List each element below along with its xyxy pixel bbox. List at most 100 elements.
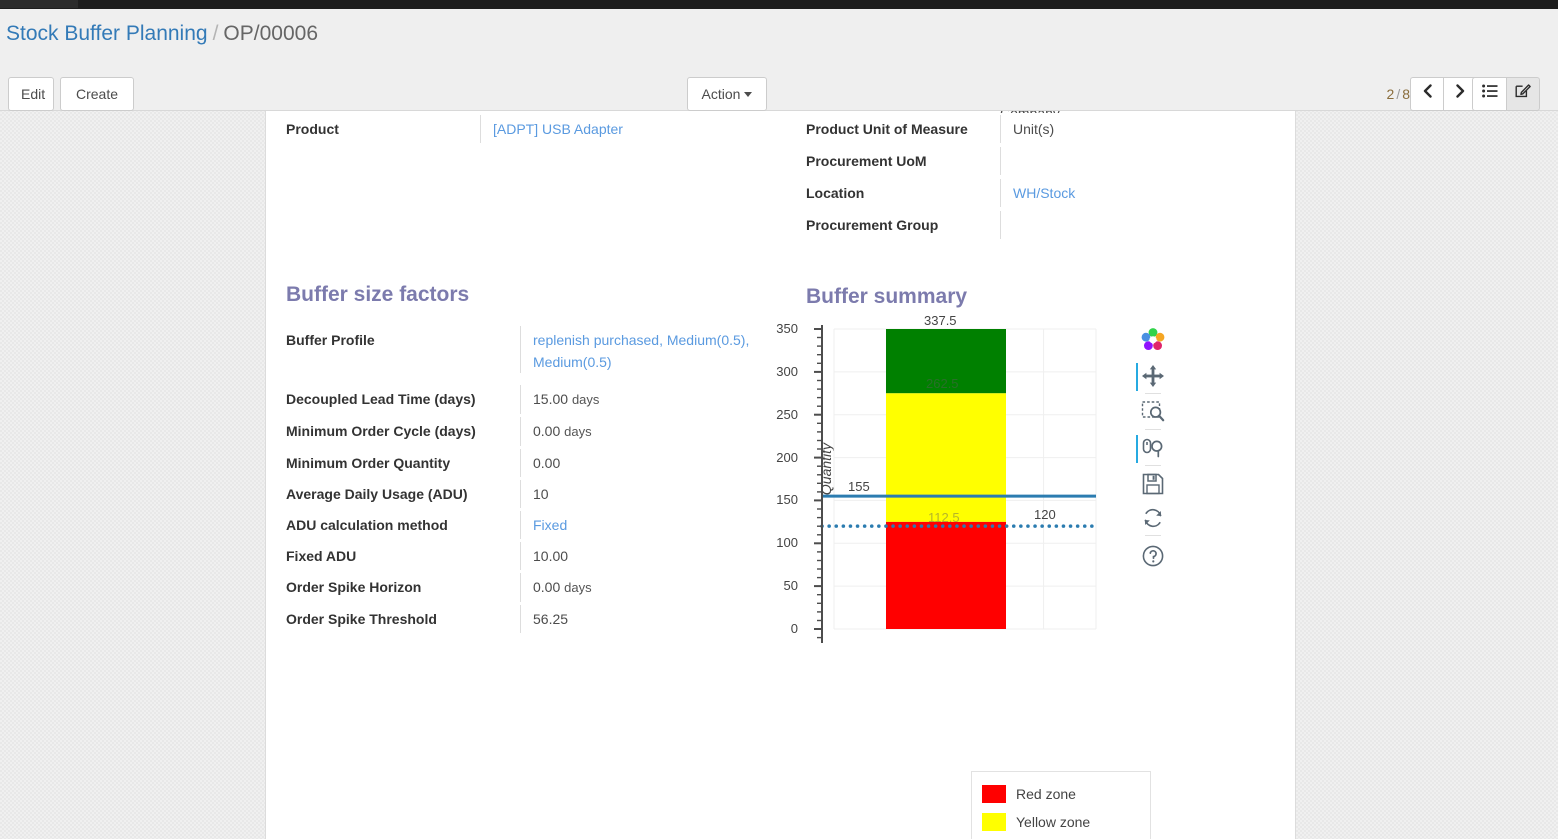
field-label-procurement-uom: Procurement UoM <box>806 153 927 169</box>
field-value-average-daily-usage: 10 <box>520 480 786 508</box>
chart-ytick-150: 150 <box>776 492 798 507</box>
chart-ytick-200: 200 <box>776 450 798 465</box>
toolbar-divider-1 <box>1145 393 1161 394</box>
field-label-order-spike-horizon: Order Spike Horizon <box>286 579 422 595</box>
chart-ytick-250: 250 <box>776 407 798 422</box>
chart-plot-area[interactable]: 350 300 250 200 150 100 50 0 337.5 262.5… <box>776 313 1166 661</box>
form-view-icon <box>1515 84 1531 98</box>
field-label-product: Product <box>286 121 339 137</box>
wheel-zoom-active-indicator <box>1136 435 1138 463</box>
navbar-brand-segment <box>0 0 78 8</box>
order-spike-horizon-value: 0.00 <box>533 579 561 595</box>
field-value-location: WH/Stock <box>1000 179 1276 207</box>
chart-label-red-top: 112.5 <box>928 510 960 525</box>
chart-svg <box>814 325 1098 643</box>
chart-ytick-100: 100 <box>776 535 798 550</box>
action-dropdown-button[interactable]: Action <box>687 77 767 111</box>
field-label-adu-calculation-method: ADU calculation method <box>286 517 448 533</box>
minimum-order-cycle-value: 0.00 <box>533 423 561 439</box>
create-button[interactable]: Create <box>60 77 134 111</box>
pan-icon[interactable] <box>1136 363 1168 391</box>
chart-y-axis-major-ticks <box>814 328 822 630</box>
chart-bar-yellow-zone <box>886 393 1006 522</box>
field-label-decoupled-lead-time: Decoupled Lead Time (days) <box>286 391 476 407</box>
field-value-product-unit-of-measure: Unit(s) <box>1000 115 1276 143</box>
buffer-summary-chart: Quantity <box>776 313 1206 839</box>
chart-label-net-flow-position: 155 <box>848 479 870 494</box>
field-row-procurement-group: Procurement Group <box>806 211 1276 239</box>
help-icon[interactable] <box>1140 543 1168 571</box>
pager-previous-button[interactable] <box>1410 77 1444 111</box>
field-label-location: Location <box>806 185 865 201</box>
field-value-product: [ADPT] USB Adapter <box>480 115 776 143</box>
switch-to-list-view-button[interactable] <box>1472 77 1506 111</box>
field-row-product: Product [ADPT] USB Adapter <box>286 115 776 143</box>
field-label-minimum-order-cycle: Minimum Order Cycle (days) <box>286 423 476 439</box>
chart-label-total: 337.5 <box>924 313 957 328</box>
legend-label-red-zone: Red zone <box>1016 786 1076 802</box>
field-label-order-spike-threshold: Order Spike Threshold <box>286 611 437 627</box>
field-row-minimum-order-quantity: Minimum Order Quantity 0.00 <box>286 449 786 477</box>
field-value-order-spike-horizon: 0.00 days <box>520 573 786 602</box>
toolbar-divider-2 <box>1145 429 1161 430</box>
field-row-minimum-order-cycle: Minimum Order Cycle (days) 0.00 days <box>286 417 786 446</box>
chart-y-axis-minor-ticks <box>817 336 822 639</box>
field-row-procurement-uom: Procurement UoM <box>806 147 1276 175</box>
field-label-fixed-adu: Fixed ADU <box>286 548 357 564</box>
buffer-size-factors-group: Buffer Profile replenish purchased, Medi… <box>286 326 786 636</box>
field-row-decoupled-lead-time: Decoupled Lead Time (days) 15.00 days <box>286 385 786 414</box>
breadcrumb-root-link[interactable]: Stock Buffer Planning <box>6 22 208 45</box>
legend-label-yellow-zone: Yellow zone <box>1016 814 1091 830</box>
field-row-buffer-profile: Buffer Profile replenish purchased, Medi… <box>286 326 786 373</box>
minimum-order-cycle-unit: days <box>564 424 592 439</box>
adu-calculation-method-link[interactable]: Fixed <box>533 517 568 533</box>
switch-to-form-view-button[interactable] <box>1506 77 1540 111</box>
location-link[interactable]: WH/Stock <box>1013 185 1076 201</box>
caret-down-icon <box>744 92 753 97</box>
chart-ytick-0: 0 <box>790 621 798 636</box>
field-row-order-spike-horizon: Order Spike Horizon 0.00 days <box>286 573 786 602</box>
chart-bar-green-zone <box>886 329 1006 394</box>
chevron-left-icon <box>1423 84 1432 98</box>
product-details-field-group: Company Product Unit of Measure Unit(s) … <box>806 111 1276 243</box>
field-value-buffer-profile: replenish purchased, Medium(0.5), Medium… <box>520 326 786 373</box>
section-title-buffer-summary: Buffer summary <box>806 285 968 308</box>
field-row-order-spike-threshold: Order Spike Threshold 56.25 <box>286 605 786 633</box>
chart-label-on-hand-position: 120 <box>1034 507 1056 522</box>
field-row-average-daily-usage: Average Daily Usage (ADU) 10 <box>286 480 786 508</box>
bokeh-logo-icon <box>1140 327 1168 355</box>
product-link[interactable]: [ADPT] USB Adapter <box>493 121 623 137</box>
field-row-product-uom: Product Unit of Measure Unit(s) <box>806 115 1276 143</box>
field-label-buffer-profile: Buffer Profile <box>286 332 375 348</box>
field-value-order-spike-threshold: 56.25 <box>520 605 786 633</box>
pager-separator: / <box>1396 86 1401 102</box>
field-value-minimum-order-cycle: 0.00 days <box>520 417 786 446</box>
pager-next-button[interactable] <box>1443 77 1477 111</box>
field-value-fixed-adu: 10.00 <box>520 542 786 570</box>
field-value-decoupled-lead-time: 15.00 days <box>520 385 786 414</box>
chart-ytick-300: 300 <box>776 364 798 379</box>
field-value-procurement-uom <box>1000 147 1276 175</box>
chart-label-green-base: 262.5 <box>926 376 959 391</box>
save-icon[interactable] <box>1140 471 1168 499</box>
decoupled-lead-time-unit: days <box>571 392 600 407</box>
pager-current: 2 <box>1386 86 1395 102</box>
clipped-company-label: Company <box>1000 111 1060 113</box>
buffer-profile-link[interactable]: replenish purchased, Medium(0.5), Medium… <box>533 332 750 370</box>
legend-swatch-red-zone <box>982 785 1006 803</box>
breadcrumb: Stock Buffer Planning / OP/00006 <box>6 21 318 47</box>
chart-bar-red-zone <box>886 521 1006 629</box>
field-value-minimum-order-quantity: 0.00 <box>520 449 786 477</box>
chart-legend: Red zone Yellow zone Green zone Net Flow… <box>971 771 1151 839</box>
field-row-fixed-adu: Fixed ADU 10.00 <box>286 542 786 570</box>
legend-item-red-zone[interactable]: Red zone <box>982 780 1140 808</box>
edit-button[interactable]: Edit <box>8 77 54 111</box>
box-zoom-icon[interactable] <box>1140 399 1168 427</box>
reset-icon[interactable] <box>1140 505 1168 533</box>
field-row-location: Location WH/Stock <box>806 179 1276 207</box>
wheel-zoom-icon[interactable] <box>1136 435 1168 463</box>
decoupled-lead-time-value: 15.00 <box>533 391 569 407</box>
legend-item-yellow-zone[interactable]: Yellow zone <box>982 808 1140 836</box>
field-row-adu-calculation-method: ADU calculation method Fixed <box>286 511 786 539</box>
